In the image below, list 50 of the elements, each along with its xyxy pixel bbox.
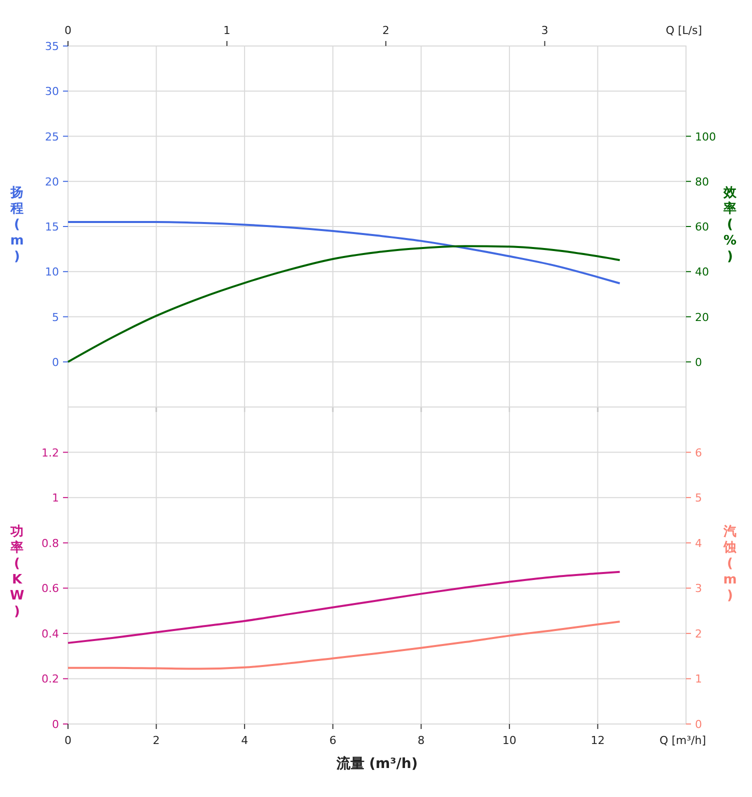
x-tick-label: 12	[590, 734, 605, 747]
y-tick-label: 15	[45, 220, 59, 234]
y2-tick-label: 20	[695, 310, 709, 324]
y-tick-label: 5	[52, 310, 59, 324]
x-tick-label: 4	[241, 734, 248, 747]
y-tick-label: 0.4	[42, 627, 59, 640]
y2-tick-label: 6	[695, 446, 702, 460]
line-series	[67, 245, 621, 363]
y2-tick-label: 60	[695, 220, 709, 234]
x-axis-title: 流量 (m³/h)	[335, 755, 418, 772]
y-tick-label: 1.2	[42, 446, 59, 460]
y2-axis-title: 汽蚀 (m)	[722, 524, 737, 604]
x2-tick-label: 0	[64, 24, 72, 37]
x-tick-label: 10	[502, 734, 516, 747]
y2-tick-label: 100	[695, 130, 716, 144]
x2-tick-label: 3	[541, 24, 548, 37]
y-tick-label: 1	[52, 492, 59, 505]
x2-axis-title: Q [L/s]	[666, 24, 702, 37]
y-axis-title: 功率 (KW)	[10, 524, 24, 620]
line-series	[67, 220, 621, 284]
y2-axis-title: 效率 (%)	[722, 186, 738, 264]
y2-tick-label: 3	[695, 582, 702, 596]
line-series	[67, 570, 621, 644]
y-tick-label: 0.8	[42, 536, 59, 550]
x-tick-label: 0	[64, 734, 72, 747]
text: Q [m³/h]	[659, 734, 706, 747]
y-tick-label: 35	[45, 40, 59, 53]
y-axis-title: 扬程 (m)	[10, 186, 24, 264]
x2-tick-label: 2	[382, 24, 390, 37]
y-tick-label: 0.6	[42, 582, 59, 596]
y2-tick-label: 1	[695, 672, 702, 686]
line-series	[67, 620, 621, 670]
y-tick-label: 30	[45, 85, 59, 98]
y2-tick-label: 80	[695, 175, 709, 188]
y-tick-label: 0	[52, 356, 59, 369]
y2-tick-label: 40	[695, 266, 709, 279]
y2-tick-label: 4	[695, 536, 702, 550]
x2-tick-label: 1	[223, 24, 230, 37]
y2-tick-label: 0	[695, 356, 702, 369]
x-tick-label: 2	[152, 734, 160, 747]
y-tick-label: 10	[45, 266, 59, 279]
y-tick-label: 0.2	[42, 672, 59, 686]
y-tick-label: 20	[45, 175, 59, 188]
y2-tick-label: 5	[695, 492, 702, 505]
x-tick-label: 6	[329, 734, 336, 747]
y-tick-label: 25	[45, 130, 59, 144]
y2-tick-label: 0	[695, 718, 702, 731]
x-tick-label: 8	[418, 734, 425, 747]
y2-tick-label: 2	[695, 627, 702, 640]
y-tick-label: 0	[52, 718, 59, 731]
